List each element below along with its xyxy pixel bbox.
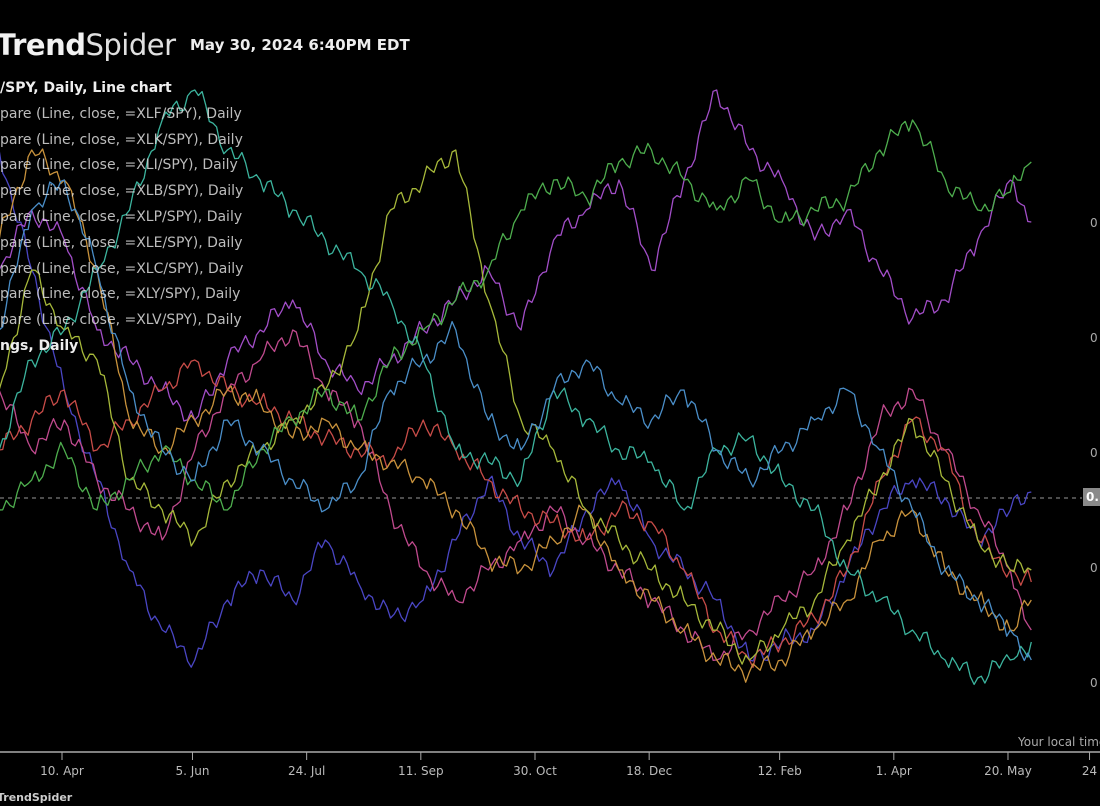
trendspider-logo: TrendSpider [0,28,176,62]
y-tick-label: 0 [1090,216,1098,230]
legend-item-xlv[interactable]: pare (Line, close, =XLV/SPY), Daily [0,312,242,329]
x-tick-label: 10. Apr [40,764,84,778]
legend-item-xlb[interactable]: pare (Line, close, =XLB/SPY), Daily [0,183,244,200]
series-line-xlfspy [0,151,1032,668]
footer-brand: TrendSpider [0,791,73,804]
legend-item-xlc[interactable]: pare (Line, close, =XLC/SPY), Daily [0,260,244,277]
y-tick-label: 0 [1090,561,1098,575]
y-tick-label: 0 [1090,446,1098,460]
series-line-xlkspy [0,89,1032,422]
local-time-label[interactable]: Your local time [1018,735,1100,749]
x-tick-label: 24 [1081,764,1098,778]
legend-item-drawings[interactable]: ngs, Daily [0,337,79,354]
legend-item-xly[interactable]: pare (Line, close, =XLY/SPY), Daily [0,286,241,303]
legend-item-xlf[interactable]: pare (Line, close, =XLF/SPY), Daily [0,105,242,122]
legend-item-xlk[interactable]: pare (Line, close, =XLK/SPY), Daily [0,131,243,148]
x-tick-label: 12. Feb [757,764,802,778]
series-line-xlbspy [0,359,1032,668]
x-tick-label: 20. May [984,764,1032,778]
timestamp: May 30, 2024 6:40PM EDT [190,36,410,54]
x-tick-label: 24. Jul [287,764,326,778]
legend-item-xlp[interactable]: pare (Line, close, =XLP/SPY), Daily [0,208,243,225]
x-tick-label: 18. Dec [626,764,673,778]
series-line-xlyspy [0,89,1032,686]
current-price-tag: 0. [1083,488,1100,506]
series-line-xlespy [0,149,1032,665]
legend: /SPY, Daily, Line chart pare (Line, clos… [0,76,243,360]
legend-main-symbol[interactable]: /SPY, Daily, Line chart [0,80,172,96]
x-tick-label: 5. Jun [175,764,210,778]
legend-item-xle[interactable]: pare (Line, close, =XLE/SPY), Daily [0,234,243,251]
x-tick-label: 1. Apr [875,764,912,778]
x-tick-label: 11. Sep [398,764,444,778]
series-line-xlispy [0,329,1032,661]
legend-item-xli[interactable]: pare (Line, close, =XLI/SPY), Daily [0,157,238,174]
series-line-xlvspy [0,179,1032,662]
y-tick-label: 0 [1090,676,1098,690]
y-tick-label: 0 [1090,331,1098,345]
x-tick-label: 30. Oct [513,764,557,778]
